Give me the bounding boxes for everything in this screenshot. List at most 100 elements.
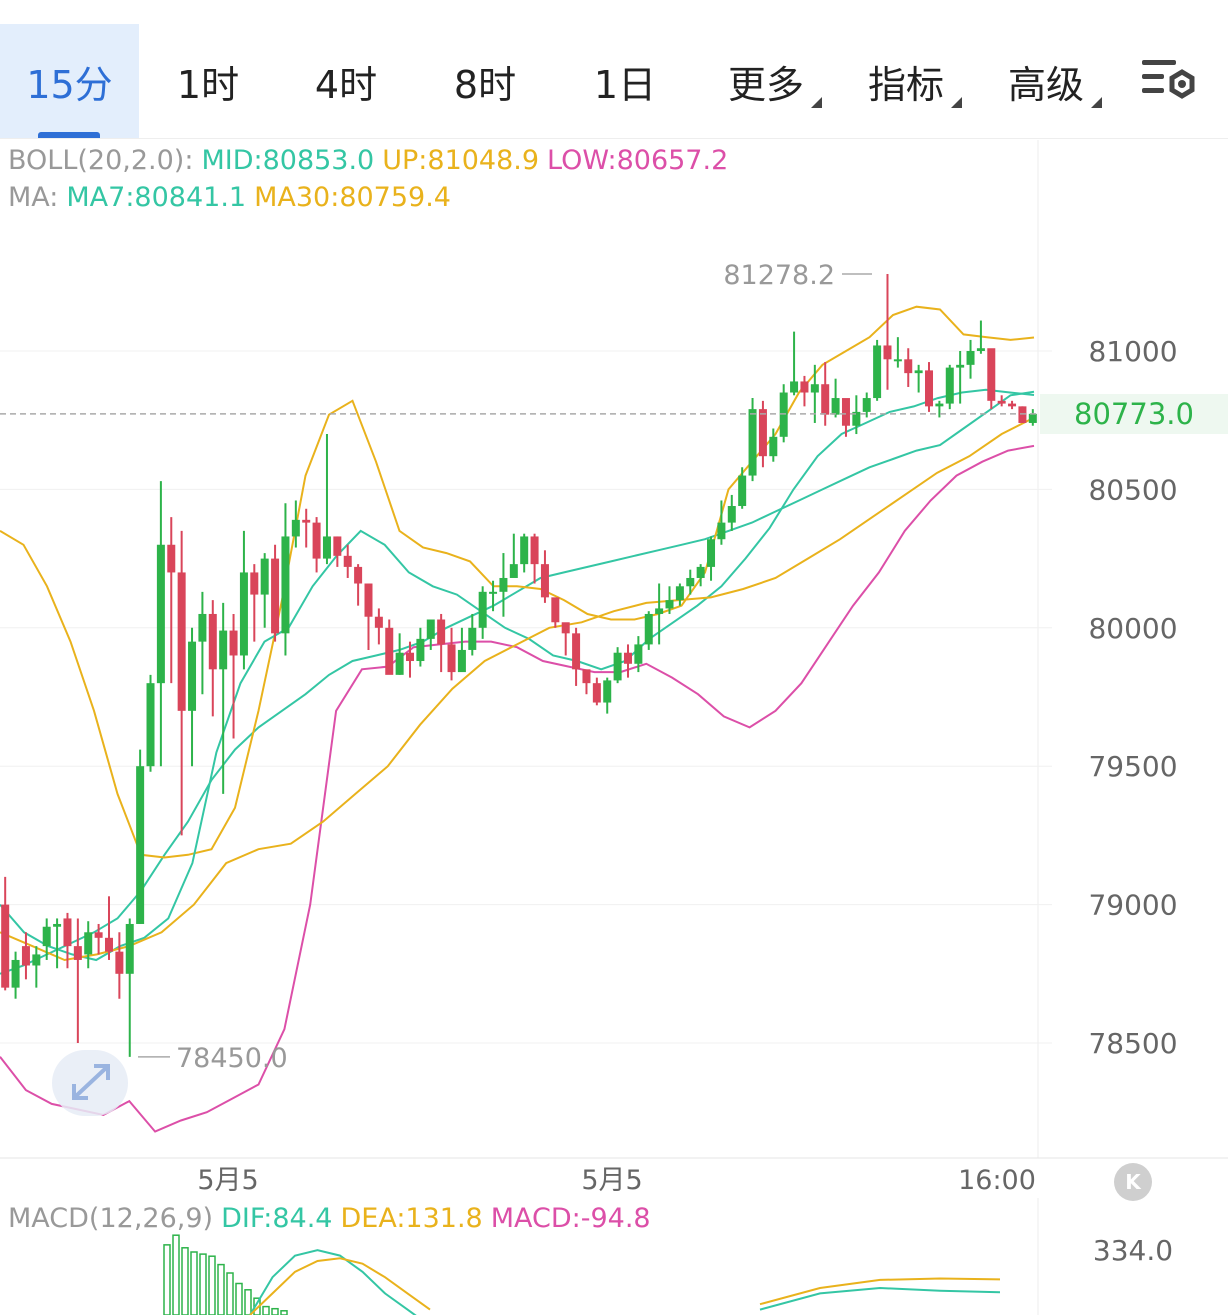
candle-body bbox=[260, 558, 269, 595]
macd-bar bbox=[163, 1244, 171, 1315]
candle bbox=[322, 434, 331, 565]
candle-body bbox=[665, 600, 674, 609]
candle bbox=[831, 378, 840, 418]
tab-1h[interactable]: 1时 bbox=[148, 24, 268, 138]
tab-label: 1日 bbox=[593, 62, 657, 107]
candle-body bbox=[281, 536, 290, 634]
tab-label: 更多 bbox=[727, 62, 804, 107]
candle-body bbox=[987, 348, 996, 401]
candle bbox=[727, 494, 736, 531]
tab-4h[interactable]: 4时 bbox=[286, 24, 406, 138]
candle-body bbox=[675, 586, 684, 601]
candle-body bbox=[686, 577, 695, 587]
candle-body bbox=[769, 436, 778, 457]
candle-body bbox=[592, 683, 601, 703]
tab-1d[interactable]: 1日 bbox=[565, 24, 685, 138]
k-line-button[interactable]: K bbox=[1114, 1163, 1152, 1201]
tab-more-dropdown[interactable]: 更多 bbox=[722, 24, 822, 138]
candle-body bbox=[810, 384, 819, 393]
macd-bar bbox=[208, 1255, 216, 1315]
candle bbox=[914, 364, 923, 393]
candle bbox=[976, 320, 985, 354]
candle-body bbox=[426, 619, 435, 639]
current-price-tag: 80773.0 bbox=[1040, 394, 1228, 434]
candle-body bbox=[374, 616, 383, 628]
candle bbox=[115, 932, 124, 999]
candle-body bbox=[364, 583, 373, 617]
candle bbox=[395, 633, 404, 675]
tab-indicators-dropdown[interactable]: 指标 bbox=[862, 24, 962, 138]
candle bbox=[457, 627, 466, 673]
macd-bar bbox=[181, 1247, 189, 1315]
candle bbox=[32, 946, 41, 988]
candle bbox=[841, 398, 850, 437]
candle-body bbox=[572, 633, 581, 670]
macd-name: MACD(12,26,9) bbox=[8, 1203, 214, 1234]
candle bbox=[42, 918, 51, 960]
timeframe-tabs: 15分 1时 4时 8时 1日 更多 指标 高级 bbox=[0, 0, 1228, 139]
candle-body bbox=[208, 613, 217, 670]
candle-body bbox=[520, 536, 529, 565]
candlestick-chart[interactable]: 81000 80500 80000 79500 79000 78500 5月5 5月5 16:0… bbox=[0, 140, 1228, 1198]
candle bbox=[198, 591, 207, 695]
candle bbox=[1008, 400, 1017, 410]
y-tick-label: 80500 bbox=[1088, 473, 1177, 506]
tab-label: 4时 bbox=[314, 62, 378, 107]
min-price-label: 78450.0 bbox=[176, 1043, 288, 1074]
candle-body bbox=[644, 613, 653, 645]
candle-body bbox=[1018, 406, 1027, 423]
candle bbox=[852, 395, 861, 435]
candle-body bbox=[42, 926, 51, 947]
candle bbox=[738, 467, 747, 509]
candle bbox=[333, 536, 342, 567]
y-tick-label: 79500 bbox=[1088, 750, 1177, 783]
candle bbox=[634, 636, 643, 673]
candle bbox=[302, 508, 311, 548]
candle-body bbox=[821, 384, 830, 415]
tab-label: 8时 bbox=[453, 62, 517, 107]
candle bbox=[63, 912, 72, 969]
candle bbox=[437, 613, 446, 673]
candle bbox=[291, 500, 300, 548]
candle bbox=[468, 613, 477, 656]
candle-body bbox=[343, 555, 352, 567]
candle-body bbox=[291, 519, 300, 537]
tab-advanced-dropdown[interactable]: 高级 bbox=[1002, 24, 1102, 138]
tab-8h[interactable]: 8时 bbox=[425, 24, 545, 138]
tab-15m[interactable]: 15分 bbox=[0, 24, 139, 138]
candle bbox=[956, 351, 965, 404]
candle-body bbox=[790, 381, 799, 393]
candle bbox=[11, 951, 20, 999]
candle bbox=[447, 627, 456, 681]
macd-dif-line-2 bbox=[759, 1286, 1001, 1311]
candle-body bbox=[540, 564, 549, 598]
candle-body bbox=[447, 644, 456, 673]
candle bbox=[499, 553, 508, 617]
chart-settings-icon[interactable] bbox=[1140, 56, 1200, 108]
candle-body bbox=[406, 652, 415, 662]
candle-body bbox=[893, 359, 902, 362]
candle-body bbox=[489, 591, 498, 594]
candle-body bbox=[239, 572, 248, 656]
candle bbox=[644, 611, 653, 650]
macd-dea-line-2 bbox=[759, 1277, 1001, 1306]
ma-name: MA: bbox=[8, 182, 59, 213]
expand-chart-button[interactable] bbox=[52, 1050, 128, 1116]
candle bbox=[177, 530, 186, 836]
candle-body bbox=[1008, 403, 1017, 407]
candle bbox=[769, 428, 778, 462]
candle bbox=[188, 627, 197, 767]
candle-body bbox=[32, 954, 41, 966]
candle bbox=[281, 503, 290, 656]
candle bbox=[821, 362, 830, 426]
macd-chart[interactable]: 334.0 bbox=[0, 1198, 1228, 1315]
candle bbox=[312, 517, 321, 573]
candle bbox=[520, 533, 529, 573]
candle-body bbox=[229, 630, 238, 656]
candle bbox=[125, 918, 134, 1057]
candle-body bbox=[655, 608, 664, 614]
boll-legend: BOLL(20,2.0): MID:80853.0 UP:81048.9 LOW:80… bbox=[8, 145, 736, 176]
macd-legend: MACD(12,26,9) DIF:84.4 DEA:131.8 MACD:-94.8 bbox=[8, 1203, 659, 1234]
candle-body bbox=[904, 359, 913, 374]
series-ma30-line bbox=[0, 416, 1035, 962]
